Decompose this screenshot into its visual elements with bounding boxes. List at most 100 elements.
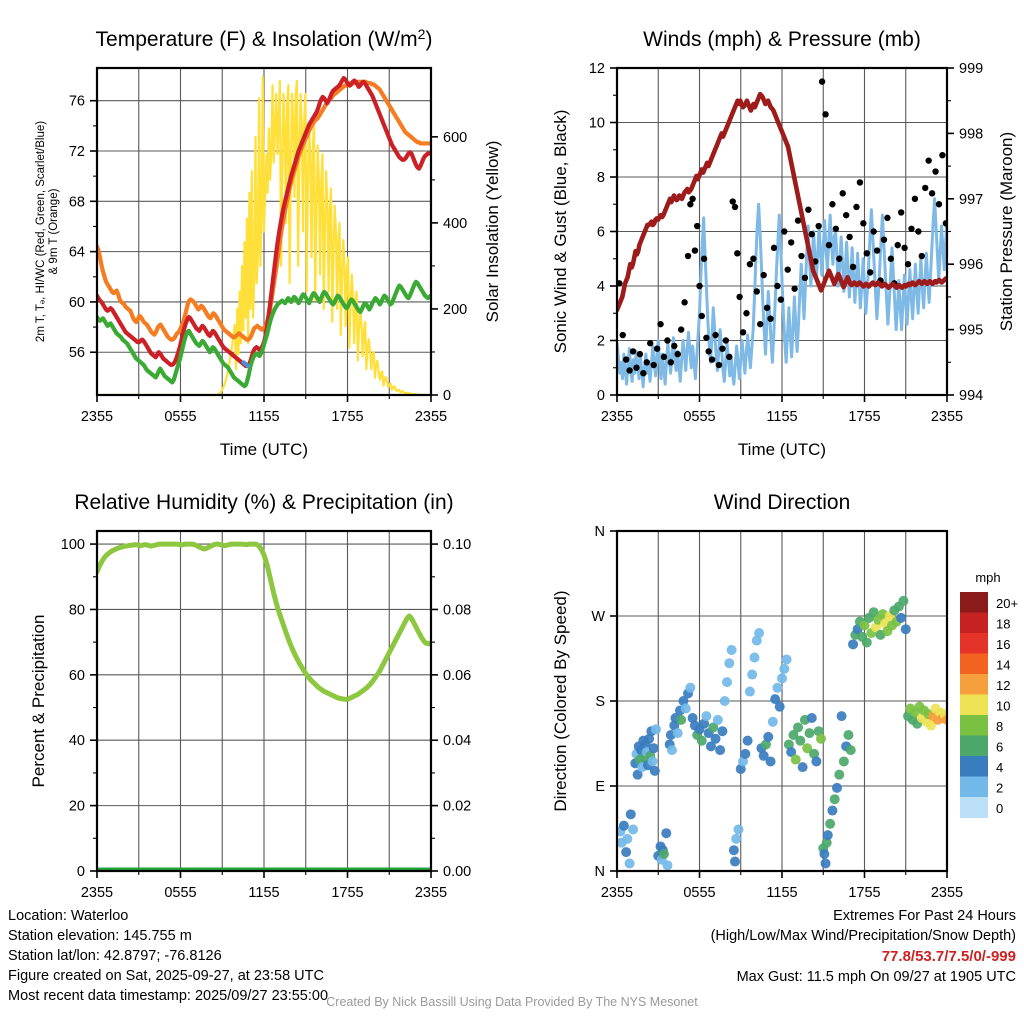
gust-point (729, 198, 736, 205)
legend-title: mph (975, 570, 1000, 585)
gust-point (746, 261, 754, 268)
gust-point (760, 271, 767, 279)
wind-direction-point (870, 622, 881, 633)
legend-swatch (960, 694, 988, 716)
gust-point (643, 359, 650, 366)
gust-point (911, 195, 919, 202)
y-tick-label-direction: N (595, 864, 605, 880)
panel-temperature-title: Temperature (F) & Insolation (W/m2) (96, 26, 433, 51)
gust-point (904, 261, 912, 268)
y-tick-label-left: 40 (69, 733, 85, 749)
gust-point (636, 350, 644, 358)
wind-direction-point (763, 731, 774, 742)
gust-point (684, 252, 692, 260)
panel-winds-ylabel-left: Sonic Wind & Gust (Blue, Black) (551, 110, 570, 354)
y-tick-label-left: 100 (61, 537, 85, 553)
gust-point (753, 288, 760, 295)
legend-swatch (960, 674, 988, 695)
wind-direction-point (644, 733, 655, 744)
gust-point (674, 350, 681, 358)
gust-point (650, 361, 657, 369)
gust-point (939, 152, 946, 159)
wind-direction-point (738, 756, 749, 767)
legend-label: 14 (996, 657, 1010, 672)
legend-swatch (960, 592, 988, 613)
footer-extremes-subheading: (High/Low/Max Wind/Precipitation/Snow De… (711, 928, 1016, 944)
gust-point (860, 220, 867, 227)
gust-point (726, 353, 733, 361)
y-tick-label-left: 20 (69, 799, 85, 815)
gust-point (703, 334, 710, 341)
x-tick-label: 1155 (248, 409, 279, 425)
gust-point (863, 250, 870, 257)
y-tick-label-right: 0 (443, 388, 451, 404)
legend-swatch (960, 776, 988, 798)
wind-direction-point (624, 858, 635, 869)
wind-direction-point (731, 833, 742, 844)
gust-point (922, 184, 929, 192)
gust-point (901, 244, 908, 252)
wind-direction-point (724, 658, 735, 669)
gust-point (640, 370, 647, 377)
gust-point (870, 228, 877, 235)
x-tick-label: 0555 (164, 885, 196, 901)
gust-point (774, 282, 781, 290)
gust-point (622, 356, 630, 363)
gust-point (681, 299, 688, 306)
y-tick-label-left: 64 (69, 245, 85, 261)
panel-wind-direction-ylabel: Direction (Colored By Speed) (551, 590, 570, 811)
gust-point (777, 296, 785, 303)
series-dewpoint-green- (97, 279, 431, 389)
gust-point (617, 280, 623, 287)
wind-direction-point (712, 714, 723, 725)
wind-direction-point (925, 720, 936, 731)
wind-direction-point (779, 663, 790, 674)
gust-point (781, 228, 788, 235)
legend-label: 10 (996, 698, 1010, 713)
wind-direction-point (667, 745, 677, 756)
panel-temperature-title: Temperature (F) & Insolation (W/m2) (96, 26, 433, 51)
y-tick-label-left: 0 (597, 388, 605, 404)
panel-winds: Winds (mph) & Pressure (mb) 0 2 4 6 8 10 12 994 9… (551, 28, 1016, 459)
legend-swatch (960, 797, 988, 818)
wind-direction-point (747, 669, 758, 680)
wind-direction-point (793, 722, 804, 733)
gust-point (925, 157, 932, 164)
x-tick-label: 2355 (81, 885, 113, 901)
wind-direction-point (717, 726, 728, 737)
y-tick-label-left: 80 (69, 602, 85, 618)
footer-extremes-values: 77.8/53.7/7.5/0/-999 (882, 948, 1016, 965)
y-tick-label-direction: S (595, 694, 605, 710)
wind-direction-point (685, 682, 696, 693)
wind-direction-point (658, 849, 669, 859)
panel-winds-ylabel-right: Station Pressure (Maroon) (997, 132, 1016, 331)
wind-direction-point (765, 756, 776, 767)
wind-direction-point (760, 739, 771, 750)
wind-direction-point (797, 762, 808, 773)
wind-direction-point (848, 639, 859, 650)
wind-direction-point (788, 730, 799, 740)
footer-extremes-heading: Extremes For Past 24 Hours (833, 908, 1016, 924)
wind-direction-point (669, 720, 680, 731)
wind-direction-point (819, 849, 830, 859)
wind-direction-point (661, 828, 672, 839)
gust-point (842, 211, 850, 219)
gust-point (818, 78, 826, 85)
wind-direction-point (622, 833, 633, 844)
wind-direction-point (647, 756, 658, 767)
wind-direction-point (868, 607, 879, 618)
gust-point (705, 348, 712, 355)
y-tick-label-right: 0.00 (443, 864, 471, 880)
gust-point (853, 203, 860, 211)
wind-direction-point (829, 794, 840, 805)
wind-direction-point (719, 696, 730, 706)
y-tick-label-right: 0.10 (443, 537, 471, 553)
wind-direction-point (662, 860, 673, 871)
legend-label: 8 (996, 719, 1003, 734)
wind-direction-point (836, 711, 847, 722)
y-tick-label-right: 999 (959, 61, 983, 77)
wind-direction-point (861, 637, 872, 648)
series-9m-t-orange- (97, 79, 431, 342)
x-tick-label: 2355 (931, 409, 963, 425)
gust-point (808, 231, 815, 238)
